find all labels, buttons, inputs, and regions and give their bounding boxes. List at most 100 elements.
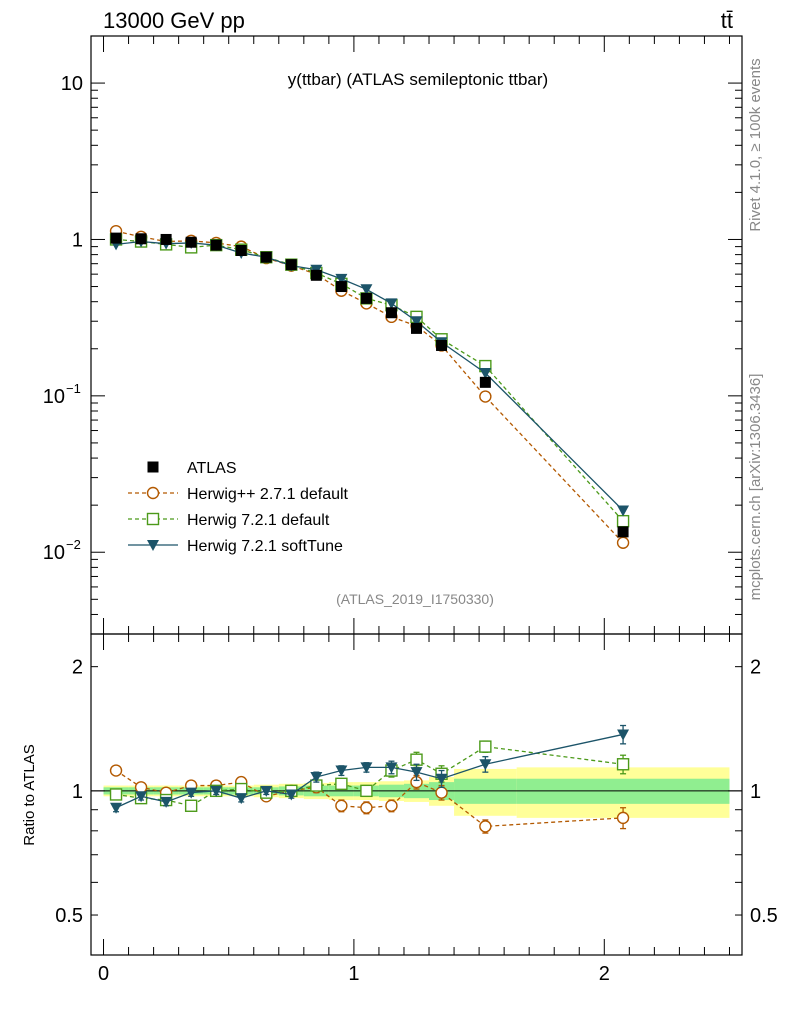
- ratio-series-line: [115, 745, 624, 807]
- ratio-series-line: [115, 733, 624, 809]
- mcplots-url-label: mcplots.cern.ch [arXiv:1306.3436]: [747, 374, 764, 601]
- ratio-point: [210, 785, 223, 797]
- data-point: [479, 367, 492, 379]
- ratio-point: [310, 772, 323, 784]
- data-point: [185, 236, 197, 248]
- ratio-point: [410, 767, 423, 779]
- legend-label: Herwig 7.2.1 softTune: [187, 538, 343, 555]
- ratio-point: [479, 740, 492, 753]
- y-tick-label: 10: [61, 73, 83, 95]
- legend-marker: [147, 461, 159, 473]
- ratio-point: [134, 781, 148, 794]
- ratio-point: [385, 799, 398, 812]
- ratio-point: [335, 777, 348, 791]
- plot-title: y(ttbar) (ATLAS semileptonic ttbar): [288, 70, 548, 89]
- ratio-point: [135, 791, 148, 803]
- y-tick-label: 2: [72, 657, 83, 679]
- ratio-point: [335, 799, 348, 812]
- series-line: [115, 240, 624, 511]
- ratio-point: [260, 785, 273, 797]
- ratio-plot-frame: [90, 633, 743, 956]
- data-point: [210, 239, 222, 251]
- data-point: [360, 292, 372, 304]
- ratio-axis-label: Ratio to ATLAS: [21, 744, 38, 845]
- data-point: [616, 514, 630, 528]
- data-point: [385, 298, 398, 310]
- ratio-point: [479, 820, 492, 833]
- data-point: [617, 505, 630, 517]
- data-point: [335, 273, 348, 285]
- ratio-point: [335, 765, 348, 777]
- data-point: [411, 322, 422, 334]
- legend-label: Herwig 7.2.1 default: [187, 512, 330, 529]
- ratio-point: [110, 802, 123, 814]
- y-tick-exponent: −1: [66, 381, 81, 396]
- ratio-point: [360, 801, 373, 814]
- y-tick-label-right: 0.5: [750, 905, 778, 927]
- series-line: [115, 238, 624, 522]
- legend-marker: [146, 486, 160, 500]
- data-point: [360, 284, 373, 296]
- ratio-point: [235, 782, 248, 796]
- plot-frames: [90, 35, 743, 956]
- y-tick-label: 10: [43, 542, 65, 564]
- y-tick-label: 0.5: [55, 905, 83, 927]
- legend-label: ATLAS: [187, 460, 237, 477]
- axis-ticks: [91, 35, 742, 956]
- legend-entry-herwig-7-2-1-softtune: Herwig 7.2.1 softTune: [128, 538, 343, 555]
- ratio-series-herwig-7-2-1-softtune: [110, 724, 630, 814]
- y-tick-label-right: 1: [750, 781, 761, 803]
- y-tick-label: 1: [72, 229, 83, 251]
- ratio-point: [235, 793, 248, 805]
- data-point: [479, 390, 492, 403]
- series-line: [115, 230, 624, 544]
- data-point: [616, 536, 630, 549]
- ratio-point: [617, 729, 630, 741]
- y-tick-label: 10: [43, 386, 65, 408]
- ratio-point: [109, 788, 123, 801]
- x-tick-label: 1: [348, 963, 359, 985]
- data-point: [310, 269, 322, 281]
- data-point: [110, 232, 122, 244]
- analysis-id: (ATLAS_2019_I1750330): [336, 591, 494, 607]
- rivet-version-label: Rivet 4.1.0, ≥ 100k events: [747, 58, 764, 231]
- ratio-series-line: [115, 769, 624, 828]
- y-tick-exponent: −2: [66, 537, 81, 552]
- energy-label: 13000 GeV pp: [103, 8, 245, 33]
- ratio-point: [360, 784, 373, 798]
- ratio-point: [616, 758, 630, 771]
- x-tick-label: 2: [599, 963, 610, 985]
- ratio-point: [109, 764, 123, 777]
- process-label: tt̄: [721, 8, 733, 33]
- ratio-point: [185, 787, 198, 799]
- x-tick-label: 0: [98, 963, 109, 985]
- data-point: [335, 281, 347, 293]
- y-tick-label: 1: [72, 781, 83, 803]
- data-point: [235, 244, 247, 256]
- data-point: [160, 233, 172, 245]
- data-point: [260, 251, 272, 263]
- data-point: [436, 339, 448, 351]
- ratio-point: [184, 799, 198, 812]
- legend: ATLAS Herwig++ 2.7.1 default Herwig 7.2.1 …: [128, 460, 349, 555]
- legend-marker: [147, 540, 159, 551]
- series-herwig-7-2-1-default: [109, 233, 630, 528]
- legend-entry-herwig-7-2-1-default: Herwig 7.2.1 default: [128, 512, 330, 529]
- data-point: [385, 307, 397, 319]
- ratio-point: [435, 786, 448, 799]
- legend-entry-atlas: ATLAS: [147, 460, 237, 477]
- data-point: [410, 316, 423, 328]
- data-point: [479, 376, 491, 388]
- ratio-point: [360, 762, 373, 774]
- ratio-point: [616, 811, 630, 825]
- ratio-point: [479, 759, 492, 771]
- series-atlas: [110, 232, 629, 538]
- ratio-point: [410, 753, 423, 766]
- legend-entry-herwig-2-7-1-default: Herwig++ 2.7.1 default: [128, 486, 349, 503]
- data-point: [617, 526, 629, 538]
- y-tick-label-right: 2: [750, 657, 761, 679]
- ratio-point: [160, 796, 173, 808]
- legend-label: Herwig++ 2.7.1 default: [187, 486, 349, 503]
